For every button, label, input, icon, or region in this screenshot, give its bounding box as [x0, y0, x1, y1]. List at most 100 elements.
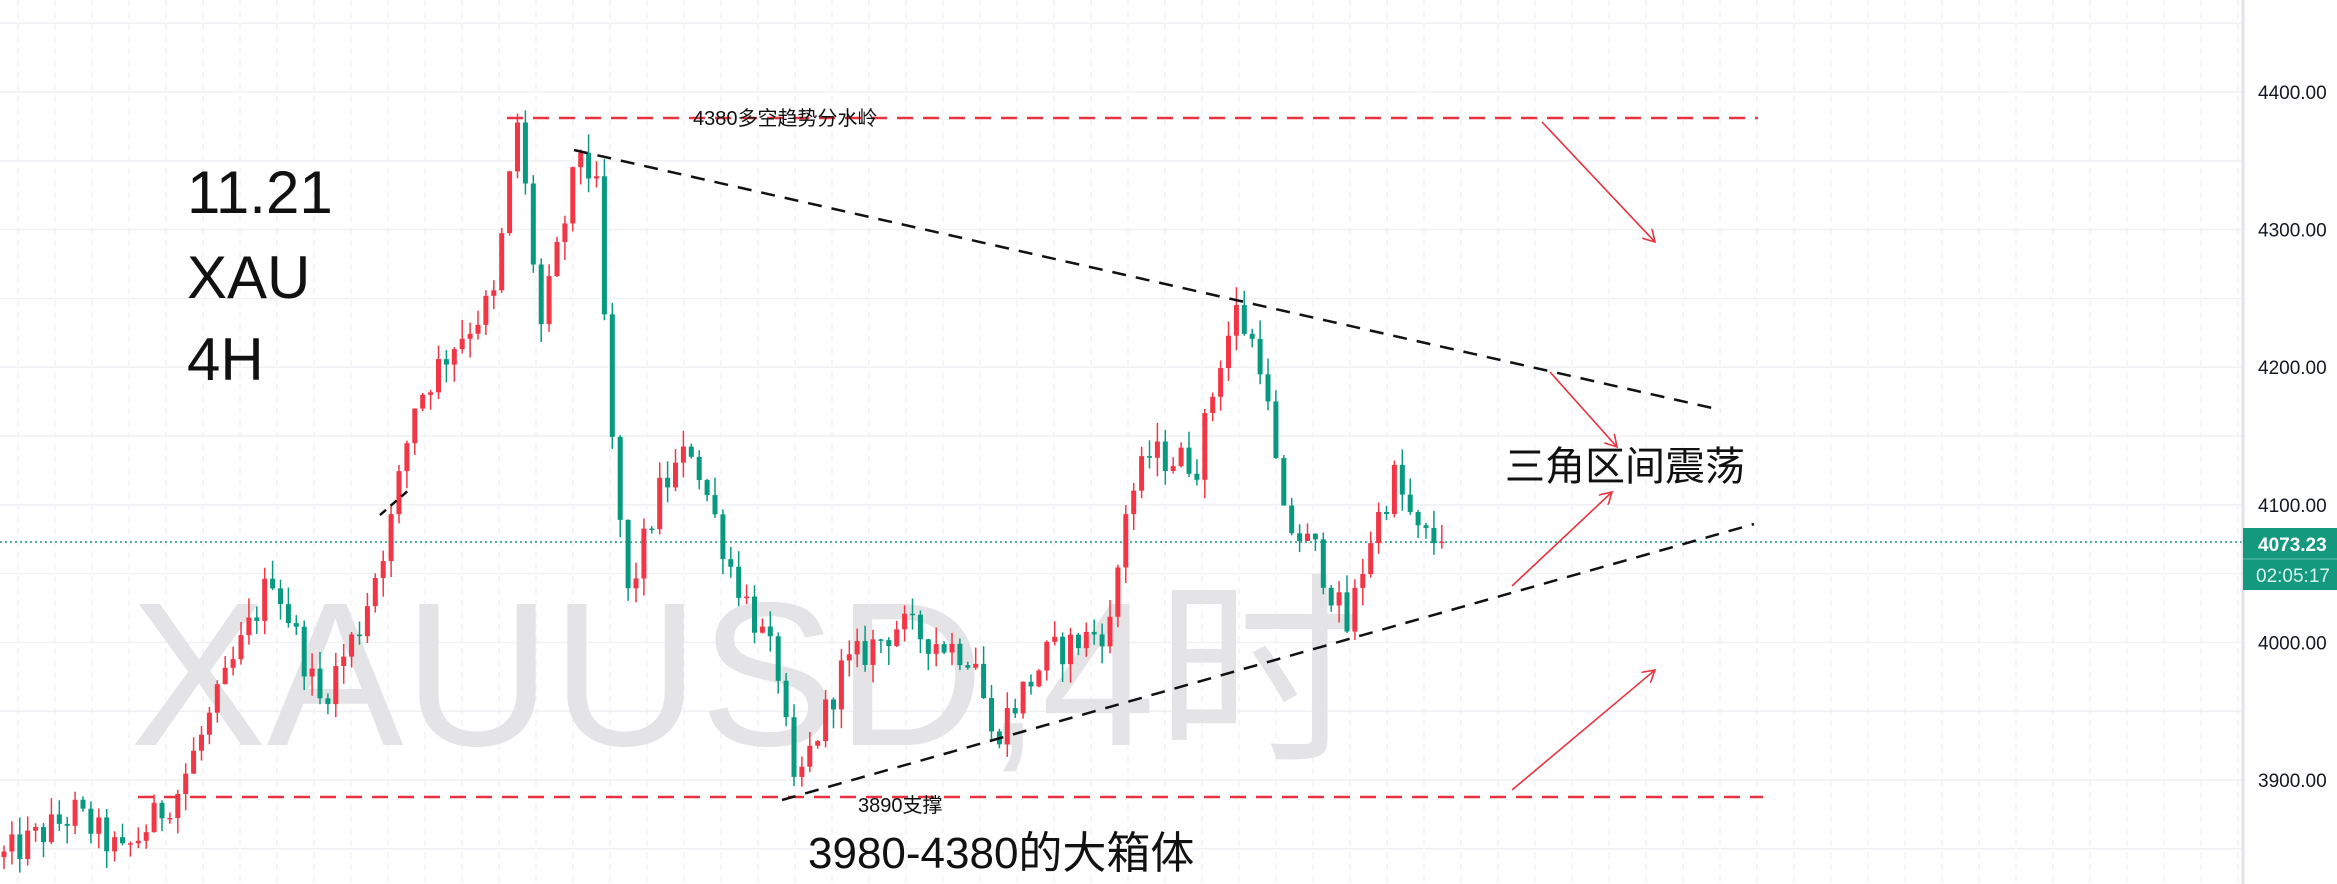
candle-body: [1154, 441, 1160, 458]
candle-body: [925, 639, 931, 654]
candle: [1083, 622, 1089, 657]
candle: [1044, 640, 1050, 681]
candle-body: [1020, 681, 1026, 714]
candle: [191, 737, 197, 775]
candle-body: [1281, 458, 1287, 506]
candle-body: [949, 643, 955, 653]
candle-body: [475, 324, 481, 334]
candle-body: [838, 660, 844, 710]
candle-body: [1431, 527, 1437, 544]
candle: [1415, 509, 1421, 539]
candle-body: [570, 167, 576, 224]
candle-body: [41, 826, 46, 843]
candle-body: [1044, 641, 1050, 671]
candle-body: [1186, 447, 1192, 474]
candle-body: [1249, 333, 1255, 339]
candle: [214, 680, 220, 723]
candle-body: [530, 183, 536, 265]
candle-body: [1305, 533, 1310, 542]
candle: [459, 319, 465, 354]
candle: [1344, 575, 1350, 633]
candle-body: [633, 578, 639, 589]
candle: [104, 809, 110, 869]
candle: [1162, 430, 1168, 485]
candle-body: [246, 617, 252, 636]
candle: [1241, 290, 1247, 336]
candle: [925, 638, 931, 671]
arrow-up-icon: [1511, 670, 1655, 791]
candle: [625, 519, 631, 601]
candle: [538, 258, 544, 343]
candle-body: [507, 171, 513, 234]
candle: [1265, 358, 1271, 411]
candle-body: [1036, 670, 1042, 687]
candle: [767, 611, 773, 652]
candle-body: [933, 644, 939, 654]
support-level-label: 3890支撑: [858, 794, 943, 817]
candle: [1218, 360, 1224, 411]
candle: [1091, 619, 1097, 645]
candle-body: [546, 276, 552, 325]
candle-body: [1178, 447, 1184, 467]
candle-body: [1075, 634, 1081, 649]
candle-body: [199, 734, 204, 751]
candle-body: [254, 617, 260, 621]
candle-body: [222, 667, 228, 685]
candle: [704, 478, 710, 502]
candle-body: [704, 480, 710, 496]
candle-body: [1162, 441, 1168, 471]
candle: [72, 791, 78, 835]
candle: [949, 632, 955, 666]
candle: [199, 726, 204, 761]
candle-body: [214, 684, 220, 713]
candle: [831, 697, 836, 729]
candle-body: [1320, 539, 1326, 588]
candle-body: [262, 578, 268, 621]
candle-body: [380, 561, 386, 579]
candle-body: [1391, 464, 1397, 514]
y-axis-ticks: 4400.00 4300.00 4200.00 4100.00 4000.00 3900.…: [2258, 83, 2327, 792]
candle-body: [1226, 335, 1231, 369]
candle-body: [1360, 574, 1366, 588]
candle-body: [917, 614, 923, 640]
candle-body: [1399, 464, 1405, 495]
candle-body: [143, 832, 149, 841]
candle-body: [25, 830, 31, 859]
short-trendline-segment[interactable]: [379, 488, 411, 516]
candle: [341, 643, 347, 684]
candle: [1336, 581, 1342, 623]
candle: [357, 621, 362, 645]
candle: [380, 550, 386, 597]
candle: [554, 236, 560, 277]
candle-body: [941, 644, 947, 653]
candle: [799, 756, 805, 787]
candle: [1431, 510, 1437, 555]
descending-trendline[interactable]: [573, 148, 1722, 412]
candle: [230, 646, 236, 676]
ascending-trendline[interactable]: [781, 522, 1755, 802]
timeframe-label: 4H: [187, 326, 264, 393]
candle-body: [752, 596, 757, 633]
candle: [285, 587, 291, 628]
candle: [696, 450, 702, 490]
price-axis[interactable]: [2243, 0, 2337, 884]
candle: [941, 641, 947, 655]
candle-body: [609, 314, 615, 437]
candle-body: [175, 793, 181, 818]
candle-body: [191, 750, 197, 774]
candle-body: [1210, 396, 1216, 414]
candle-body: [601, 176, 607, 315]
candle: [222, 656, 228, 685]
candle: [1328, 585, 1334, 612]
candle: [736, 551, 742, 607]
candle-body: [957, 643, 963, 666]
candle: [1194, 459, 1200, 486]
candle-body: [1273, 401, 1279, 459]
candle-body: [270, 578, 276, 589]
candle-body: [278, 588, 283, 605]
candle-body: [1344, 592, 1350, 632]
candle-body: [372, 578, 378, 607]
candle: [301, 620, 307, 691]
candle-body: [159, 802, 165, 819]
